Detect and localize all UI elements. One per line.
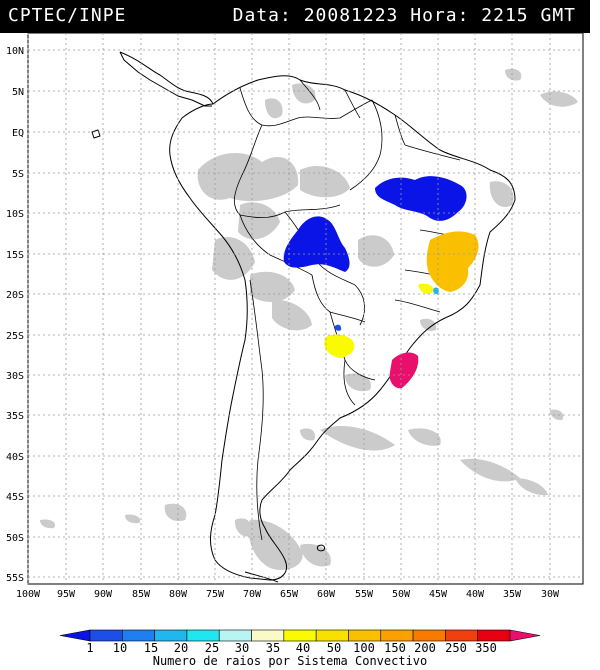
lat-label-35s: 35S (6, 411, 24, 422)
legend-tick-50: 50 (327, 641, 341, 655)
legend-swatch (89, 629, 123, 642)
coastline (91, 51, 516, 583)
legend-swatches (59, 629, 541, 642)
time-zone: GMT (540, 5, 576, 26)
lat-label-40s: 40S (6, 452, 24, 463)
legend-swatch (445, 629, 478, 642)
lat-label-eq: EQ (12, 128, 24, 139)
lat-label-45s: 45S (6, 492, 24, 503)
lon-label-60w: 60W (317, 589, 336, 600)
legend-swatch (380, 629, 414, 642)
latitude-labels: 10N 5N EQ 5S 10S 15S 20S 25S 30S 35S 40S… (6, 46, 24, 584)
lon-label-45w: 45W (429, 589, 448, 600)
legend-swatch (186, 629, 220, 642)
lightning-clusters (283, 176, 479, 389)
lon-label-65w: 65W (280, 589, 299, 600)
lon-label-55w: 55W (355, 589, 374, 600)
legend-tick-100: 100 (353, 641, 375, 655)
lon-label-95w: 95W (57, 589, 76, 600)
lat-label-20s: 20S (6, 290, 24, 301)
lon-label-80w: 80W (169, 589, 188, 600)
lon-label-35w: 35W (503, 589, 522, 600)
legend-arrow-high (509, 629, 541, 642)
legend-swatch (315, 629, 349, 642)
legend-tick-labels: 1 10 15 20 25 30 35 40 50 100 150 200 25… (86, 641, 496, 655)
legend-tick-25: 25 (205, 641, 219, 655)
legend-swatch (154, 629, 188, 642)
legend-swatch (348, 629, 382, 642)
legend-swatch (283, 629, 317, 642)
legend-tick-20: 20 (174, 641, 188, 655)
longitude-labels: 100W 95W 90W 85W 80W 75W 70W 65W 60W 55W… (16, 589, 560, 600)
date-label: Data: (232, 5, 292, 26)
lat-label-25s: 25S (6, 331, 24, 342)
legend-swatch (122, 629, 155, 642)
lon-label-30w: 30W (541, 589, 560, 600)
time-label: Hora: (410, 5, 470, 26)
legend-swatch (412, 629, 446, 642)
legend-tick-15: 15 (144, 641, 158, 655)
lon-label-75w: 75W (206, 589, 225, 600)
cloud-layer (40, 68, 578, 570)
lat-label-15s: 15S (6, 250, 24, 261)
lon-label-85w: 85W (132, 589, 151, 600)
map-frame (27, 32, 584, 585)
legend-arrow-low (59, 629, 91, 642)
lon-label-70w: 70W (243, 589, 262, 600)
lon-label-40w: 40W (466, 589, 485, 600)
lat-label-5n: 5N (12, 87, 24, 98)
legend-swatch (218, 629, 252, 642)
map-title-bar: CPTEC/INPE Data: 20081223 Hora: 2215 GMT (0, 0, 590, 33)
lat-label-50s: 50S (6, 533, 24, 544)
lat-label-10n: 10N (6, 46, 24, 57)
legend-tick-10: 10 (113, 641, 127, 655)
legend-tick-150: 150 (384, 641, 406, 655)
legend-title: Numero de raios por Sistema Convectivo (153, 654, 428, 668)
legend-tick-30: 30 (235, 641, 249, 655)
time-value: 2215 (481, 5, 529, 26)
source-label: CPTEC/INPE (8, 5, 127, 26)
legend-tick-35: 35 (266, 641, 280, 655)
legend-tick-1: 1 (86, 641, 93, 655)
lon-label-100w: 100W (16, 589, 41, 600)
legend-swatch (477, 629, 511, 642)
timestamp-label: Data: 20081223 Hora: 2215 GMT (233, 5, 576, 26)
graticule (27, 33, 583, 584)
lon-label-50w: 50W (392, 589, 411, 600)
lat-label-55s: 55S (6, 573, 24, 584)
lat-label-10s: 10S (6, 209, 24, 220)
lightning-map: 10N 5N EQ 5S 10S 15S 20S 25S 30S 35S 40S… (6, 32, 584, 600)
legend-swatch (251, 629, 285, 642)
lat-label-30s: 30S (6, 371, 24, 382)
legend-tick-200: 200 (414, 641, 436, 655)
legend-tick-250: 250 (445, 641, 467, 655)
legend-tick-350: 350 (475, 641, 497, 655)
date-value: 20081223 (303, 5, 399, 26)
lat-label-5s: 5S (12, 169, 24, 180)
lon-label-90w: 90W (94, 589, 113, 600)
legend-tick-40: 40 (296, 641, 310, 655)
